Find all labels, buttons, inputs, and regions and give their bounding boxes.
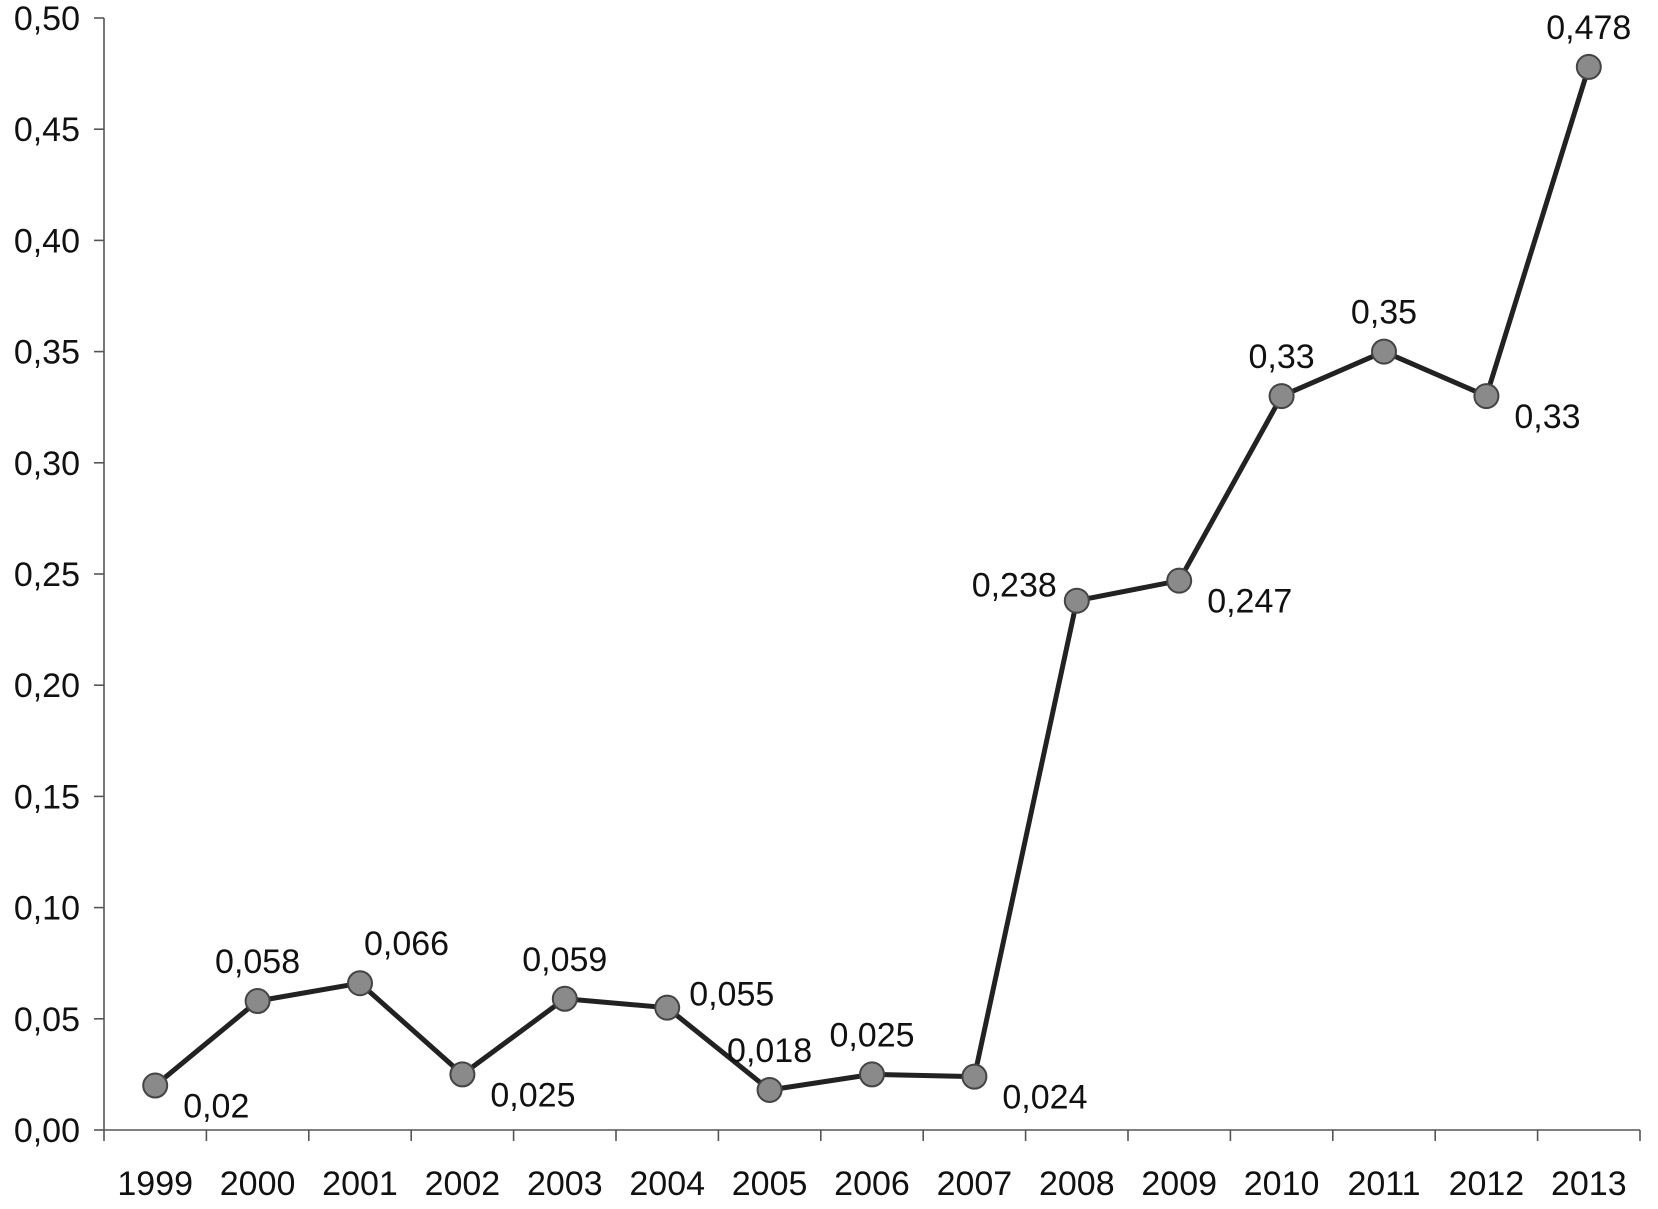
data-point [1575, 53, 1602, 80]
x-tick-label: 2010 [1244, 1165, 1320, 1203]
data-label: 0,33 [1514, 398, 1580, 436]
data-label: 0,35 [1351, 294, 1417, 332]
series-group [142, 53, 1602, 1103]
x-axis-ticks: 1999 2000 2001 2002 2003 2004 2005 2006 2007 2008… [103, 1130, 1641, 1203]
y-tick-label: 0,10 [14, 890, 80, 928]
x-tick-label: 2005 [732, 1165, 808, 1203]
data-label: 0,02 [183, 1088, 249, 1126]
data-point [1166, 567, 1193, 594]
data-point [1268, 383, 1295, 410]
x-tick-label: 2001 [322, 1165, 398, 1203]
x-tick-label: 2003 [527, 1165, 603, 1203]
data-labels: 0,02 0,058 0,066 0,025 0,059 0,055 0,018 0,025 0… [183, 9, 1631, 1126]
data-point [244, 988, 271, 1015]
data-label: 0,055 [689, 976, 774, 1014]
data-point [756, 1076, 783, 1103]
y-tick-label: 0,45 [14, 111, 80, 149]
x-tick-label: 2006 [834, 1165, 910, 1203]
y-tick-label: 0,05 [14, 1001, 80, 1039]
data-label: 0,018 [727, 1032, 812, 1070]
data-label: 0,478 [1546, 9, 1631, 47]
y-tick-label: 0,40 [14, 222, 80, 260]
data-point [654, 994, 681, 1021]
x-tick-label: 2013 [1551, 1165, 1627, 1203]
data-point [142, 1072, 169, 1099]
data-label: 0,058 [215, 943, 300, 981]
x-tick-label: 2004 [629, 1165, 705, 1203]
data-label: 0,024 [1002, 1079, 1087, 1117]
axes [103, 18, 1640, 1131]
y-tick-label: 0,00 [14, 1112, 80, 1150]
data-point [859, 1061, 885, 1088]
y-axis-ticks: 0,00 0,05 0,10 0,15 0,20 0,25 0,30 0,35 0,40 0,45… [14, 0, 104, 1150]
x-tick-label: 2008 [1039, 1165, 1115, 1203]
data-point [1473, 383, 1500, 410]
data-label: 0,066 [364, 925, 449, 963]
y-tick-label: 0,35 [14, 334, 80, 372]
data-label: 0,247 [1207, 583, 1292, 621]
x-tick-label: 1999 [117, 1165, 193, 1203]
x-tick-label: 2007 [937, 1165, 1013, 1203]
data-label: 0,025 [490, 1076, 575, 1114]
data-point [1063, 587, 1090, 614]
y-tick-label: 0,50 [14, 0, 80, 38]
data-label: 0,025 [829, 1016, 914, 1054]
y-tick-label: 0,25 [14, 556, 80, 594]
data-point [1371, 338, 1397, 365]
data-point [449, 1061, 476, 1088]
y-tick-label: 0,20 [14, 667, 80, 705]
data-label: 0,238 [972, 567, 1057, 605]
x-tick-label: 2012 [1449, 1165, 1525, 1203]
data-point [551, 985, 578, 1012]
x-tick-label: 2002 [425, 1165, 501, 1203]
data-label: 0,33 [1249, 338, 1315, 376]
y-tick-label: 0,15 [14, 778, 80, 816]
data-point [961, 1063, 988, 1090]
y-tick-label: 0,30 [14, 445, 80, 483]
x-tick-label: 2009 [1141, 1165, 1217, 1203]
data-label: 0,059 [522, 941, 607, 979]
data-point [347, 970, 373, 997]
x-tick-label: 2011 [1347, 1165, 1420, 1203]
x-tick-label: 2000 [220, 1165, 296, 1203]
